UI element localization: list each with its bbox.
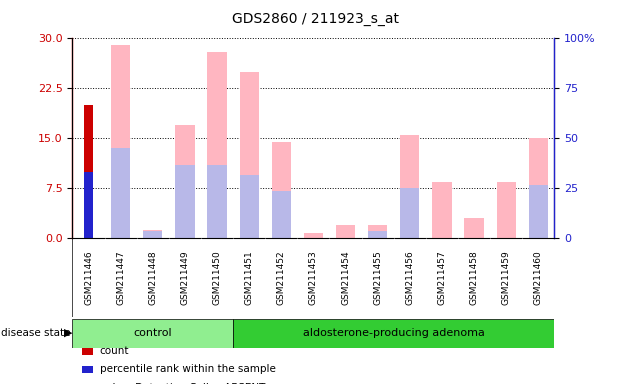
Text: ▶: ▶ <box>64 328 72 338</box>
Bar <box>272 142 291 238</box>
Bar <box>239 72 259 238</box>
Text: GSM211450: GSM211450 <box>212 250 222 305</box>
Bar <box>368 232 387 238</box>
Bar <box>207 165 227 238</box>
Bar <box>175 125 195 238</box>
Bar <box>368 225 387 238</box>
Bar <box>111 148 130 238</box>
Text: GSM211460: GSM211460 <box>534 250 543 305</box>
Bar <box>496 182 516 238</box>
Bar <box>432 182 452 238</box>
Text: control: control <box>134 328 172 338</box>
Text: GSM211459: GSM211459 <box>501 250 511 305</box>
Text: count: count <box>100 346 129 356</box>
Bar <box>84 105 93 238</box>
Bar <box>239 175 259 238</box>
Text: GSM211449: GSM211449 <box>180 250 190 305</box>
Bar <box>233 319 554 348</box>
Text: GDS2860 / 211923_s_at: GDS2860 / 211923_s_at <box>231 12 399 25</box>
Text: GSM211454: GSM211454 <box>341 250 350 305</box>
Bar <box>529 185 548 238</box>
Bar <box>143 230 163 238</box>
Text: GSM211458: GSM211458 <box>469 250 479 305</box>
Text: GSM211455: GSM211455 <box>373 250 382 305</box>
Text: GSM211448: GSM211448 <box>148 250 158 305</box>
Text: GSM211453: GSM211453 <box>309 250 318 305</box>
Bar <box>272 192 291 238</box>
Bar <box>464 218 484 238</box>
Bar <box>336 225 355 238</box>
Bar <box>529 138 548 238</box>
Bar <box>400 188 420 238</box>
Bar <box>207 52 227 238</box>
Text: GSM211446: GSM211446 <box>84 250 93 305</box>
Bar <box>72 238 554 317</box>
Bar <box>72 319 233 348</box>
Text: aldosterone-producing adenoma: aldosterone-producing adenoma <box>303 328 484 338</box>
Bar <box>400 135 420 238</box>
Text: GSM211451: GSM211451 <box>244 250 254 305</box>
Bar <box>143 232 163 238</box>
Bar <box>175 165 195 238</box>
Text: disease state: disease state <box>1 328 71 338</box>
Text: GSM211457: GSM211457 <box>437 250 447 305</box>
Text: percentile rank within the sample: percentile rank within the sample <box>100 364 275 374</box>
Text: GSM211452: GSM211452 <box>277 250 286 305</box>
Text: value, Detection Call = ABSENT: value, Detection Call = ABSENT <box>100 383 265 384</box>
Bar <box>304 233 323 238</box>
Text: GSM211456: GSM211456 <box>405 250 415 305</box>
Bar <box>84 172 93 238</box>
Bar <box>111 45 130 238</box>
Text: GSM211447: GSM211447 <box>116 250 125 305</box>
